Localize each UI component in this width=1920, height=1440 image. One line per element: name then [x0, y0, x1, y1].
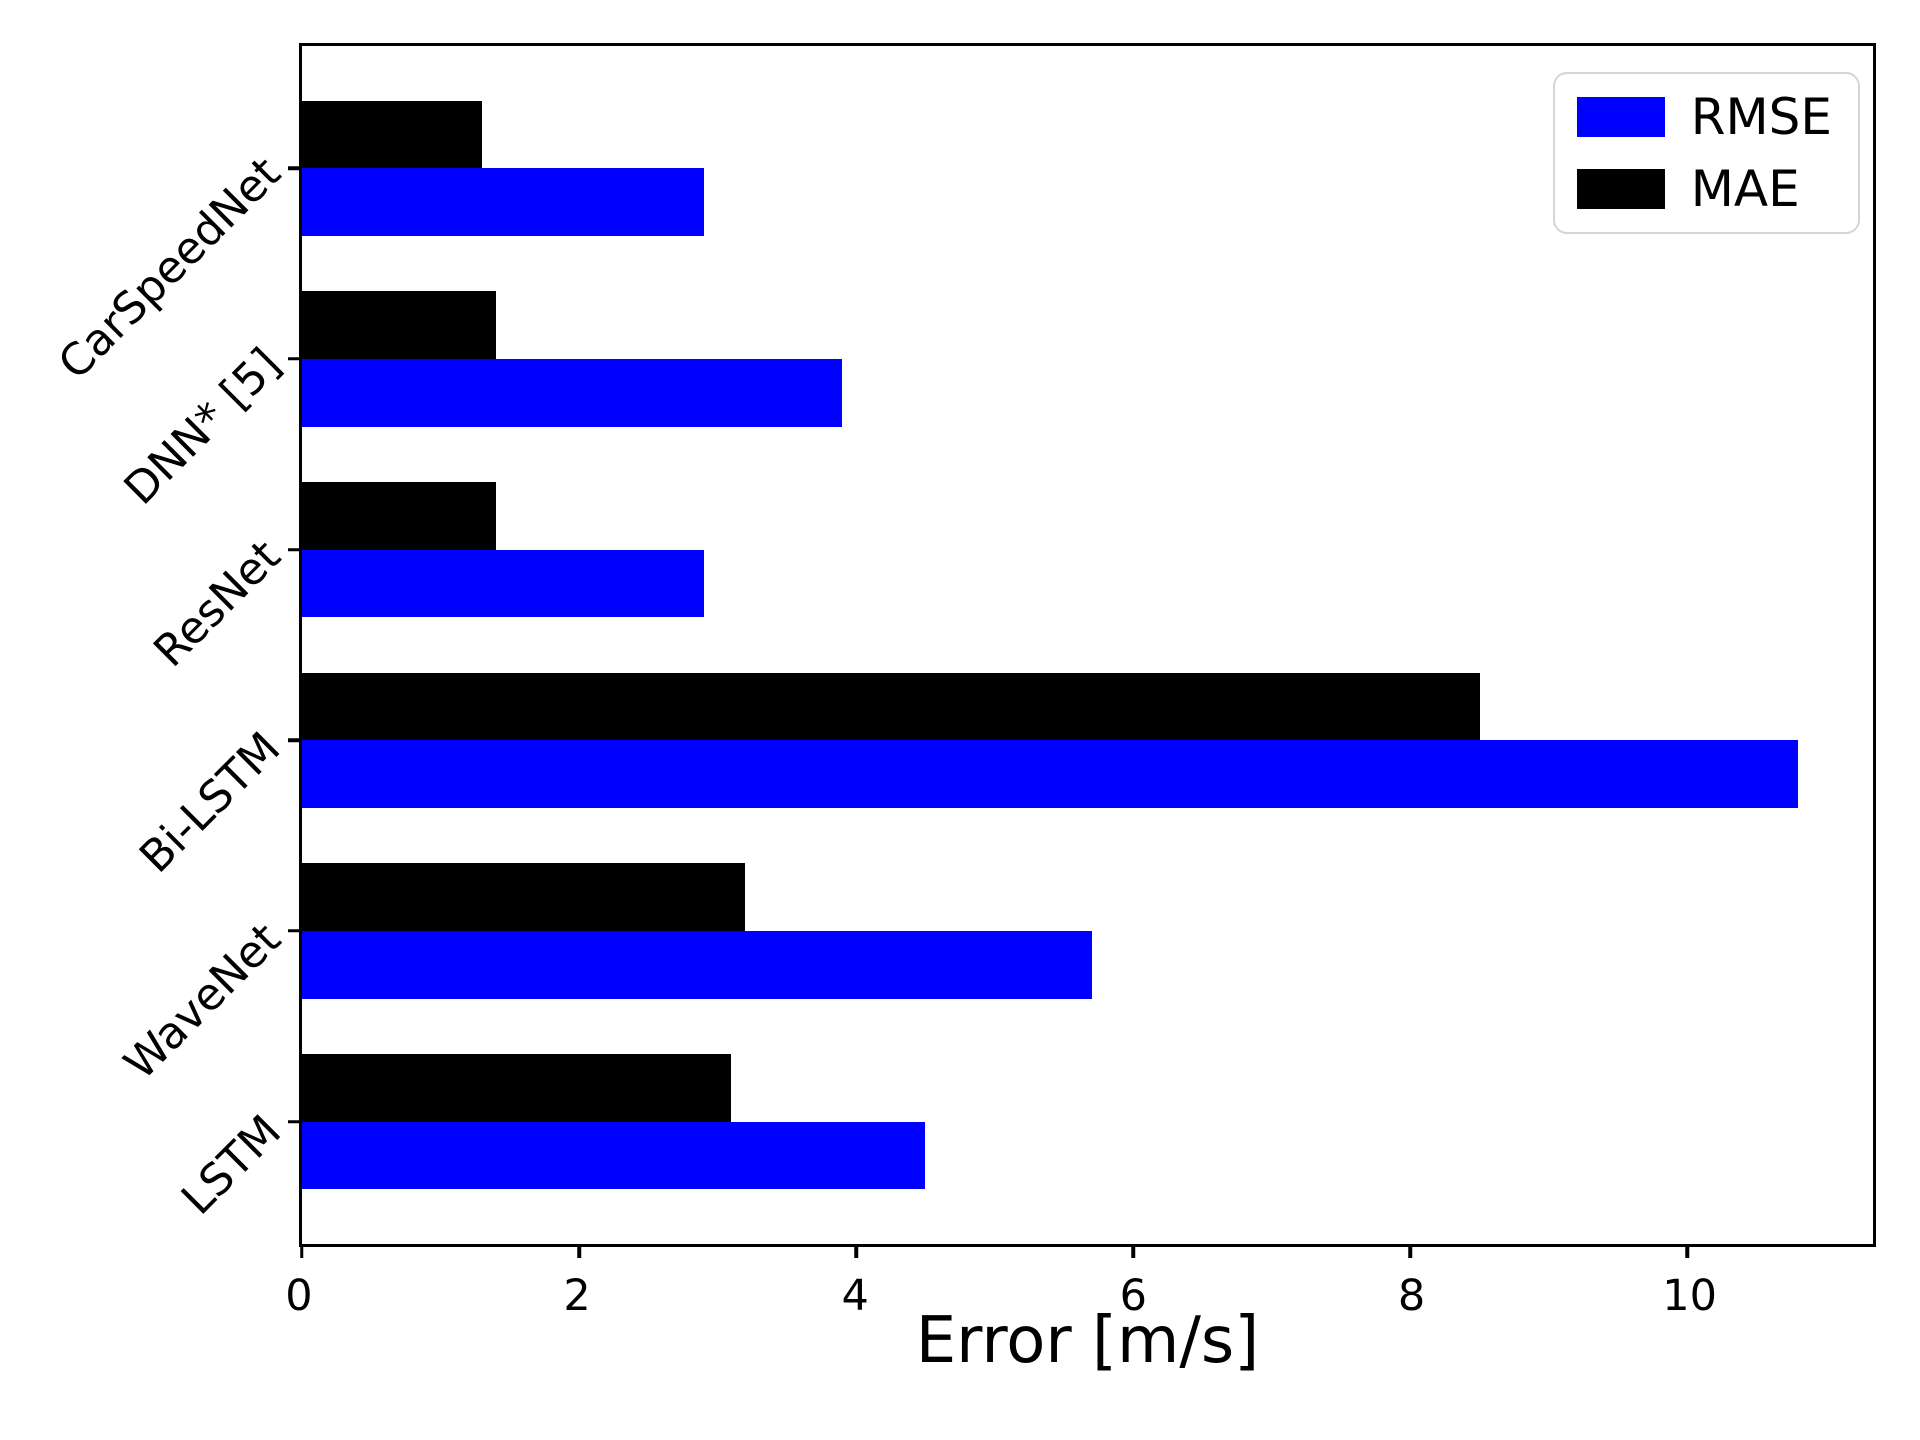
- x-tick-label-2: 2: [563, 1271, 591, 1322]
- y-tick-mark: [287, 738, 302, 742]
- y-tick-mark: [287, 929, 302, 933]
- legend-label-rmse: RMSE: [1690, 88, 1833, 147]
- x-tick-mark: [854, 1244, 858, 1259]
- legend-label-mae: MAE: [1690, 160, 1800, 219]
- category-label-wavenet: WaveNet: [114, 913, 291, 1091]
- y-tick-mark: [287, 357, 302, 361]
- bar-mae-bi-lstm: [301, 672, 1480, 741]
- category-label-dnn-5: DNN* [5]: [114, 339, 291, 516]
- y-axis-category-labels: CarSpeedNet DNN* [5] ResNet Bi-LSTM WaveNet L…: [0, 43, 299, 1247]
- x-axis-tick-labels: 0 2 4 6 8 10: [285, 1247, 1876, 1333]
- bar-rmse-dnn-5: [301, 358, 843, 427]
- category-label-lstm: LSTM: [171, 1105, 291, 1225]
- legend-item-rmse: RMSE: [1576, 88, 1833, 147]
- x-tick-label-8: 8: [1397, 1271, 1426, 1322]
- x-tick-mark: [1408, 1244, 1413, 1259]
- plot-area: RMSE MAE Error [m/s]: [287, 43, 1877, 1376]
- bar-mae-dnn-5: [301, 291, 496, 359]
- bar-mae-wavenet: [301, 863, 746, 931]
- x-axis-label: Error [m/s]: [915, 1304, 1260, 1379]
- y-tick-mark: [287, 166, 302, 170]
- bar-mae-lstm: [301, 1053, 732, 1122]
- y-tick-mark: [287, 547, 302, 552]
- bar-rmse-carspeednet: [301, 168, 704, 236]
- bar-rmse-wavenet: [301, 930, 1092, 999]
- legend-item-mae: MAE: [1576, 160, 1832, 219]
- legend-swatch-mae: [1576, 169, 1665, 210]
- x-tick-mark: [300, 1244, 304, 1259]
- bar-rmse-lstm: [301, 1121, 926, 1190]
- bar-rmse-resnet: [301, 549, 704, 618]
- legend: RMSE MAE: [1552, 72, 1861, 235]
- x-tick-mark: [1685, 1244, 1690, 1259]
- category-label-bi-lstm: Bi-LSTM: [130, 722, 291, 883]
- category-label-resnet: ResNet: [144, 530, 291, 677]
- bar-mae-carspeednet: [301, 100, 483, 169]
- bar-mae-resnet: [301, 481, 496, 550]
- x-tick-label-6: 6: [1119, 1271, 1148, 1322]
- x-tick-mark: [577, 1244, 581, 1259]
- legend-swatch-rmse: [1576, 97, 1665, 138]
- y-tick-mark: [287, 1119, 302, 1124]
- bar-rmse-bi-lstm: [301, 740, 1799, 808]
- x-tick-label-4: 4: [841, 1271, 869, 1322]
- x-tick-label-0: 0: [285, 1271, 313, 1322]
- x-tick-mark: [1131, 1244, 1135, 1259]
- x-tick-label-10: 10: [1662, 1271, 1718, 1322]
